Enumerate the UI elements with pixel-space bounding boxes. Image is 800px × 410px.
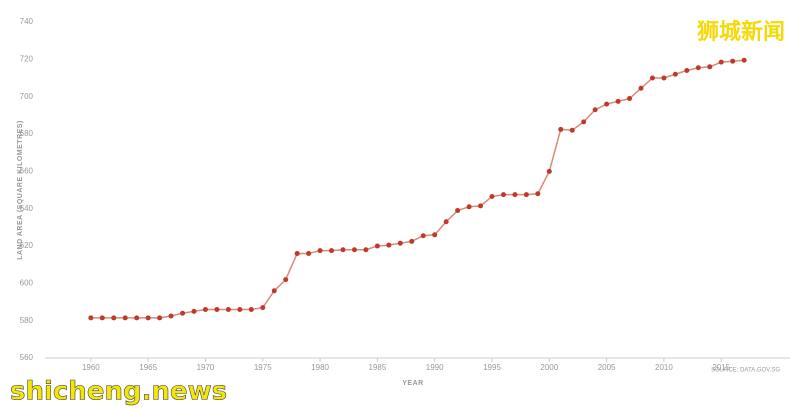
data-point <box>214 306 220 312</box>
y-tick-label: 640 <box>20 204 34 213</box>
data-point <box>122 315 128 321</box>
y-tick-label: 660 <box>20 166 34 175</box>
data-point <box>386 242 392 248</box>
data-point <box>420 233 426 239</box>
data-point <box>443 219 449 225</box>
data-point <box>397 240 403 246</box>
y-axis-title: LAND AREA (SQUARE KILOMETRES) <box>17 120 24 260</box>
data-point <box>294 250 300 256</box>
x-tick-label: 2015 <box>712 363 730 372</box>
data-point <box>638 85 644 91</box>
data-point <box>351 247 357 253</box>
data-point <box>546 168 552 174</box>
y-tick-label: 620 <box>20 241 34 250</box>
data-point <box>237 306 243 312</box>
x-tick-label: 1985 <box>368 363 386 372</box>
data-point <box>202 306 208 312</box>
x-tick-label: 1970 <box>197 363 215 372</box>
data-point <box>592 107 598 113</box>
data-point <box>329 248 335 254</box>
y-tick-label: 720 <box>20 54 34 63</box>
x-tick-label: 1980 <box>311 363 329 372</box>
data-point <box>317 248 323 254</box>
data-point <box>191 308 197 314</box>
data-point <box>569 127 575 133</box>
data-point <box>99 315 105 321</box>
data-point <box>260 305 266 311</box>
y-tick-label: 580 <box>20 316 34 325</box>
y-tick-label: 560 <box>20 353 34 362</box>
data-point <box>695 65 701 71</box>
data-point <box>88 315 94 321</box>
y-tick-label: 600 <box>20 278 34 287</box>
data-point <box>684 68 690 74</box>
x-tick-label: 1960 <box>82 363 100 372</box>
data-point <box>615 98 621 104</box>
data-point <box>283 277 289 283</box>
data-point <box>180 310 186 316</box>
data-point <box>523 192 529 198</box>
y-tick-label: 680 <box>20 129 34 138</box>
data-point <box>340 247 346 253</box>
source: SOURCE: DATA.GOV.SG <box>711 368 780 374</box>
y-tick-label: 700 <box>20 92 34 101</box>
data-point <box>248 306 254 312</box>
data-point <box>512 192 518 198</box>
x-tick-label: 2000 <box>540 363 558 372</box>
data-point <box>489 194 495 200</box>
x-tick-label: 1975 <box>254 363 272 372</box>
data-point <box>363 247 369 253</box>
x-tick-label: 1965 <box>139 363 157 372</box>
x-tick-label: 1990 <box>426 363 444 372</box>
data-point <box>661 75 667 81</box>
data-point <box>478 203 484 209</box>
data-point <box>535 191 541 197</box>
data-point <box>558 126 564 132</box>
x-tick-label: 1995 <box>483 363 501 372</box>
data-point <box>409 238 415 244</box>
data-point <box>741 57 747 63</box>
x-tick-label: 2005 <box>598 363 616 372</box>
x-tick-label: 2010 <box>655 363 673 372</box>
y-tick-label: 740 <box>20 17 34 26</box>
data-point <box>271 288 277 294</box>
data-point <box>500 192 506 198</box>
data-point <box>168 313 174 319</box>
data-point <box>157 315 163 321</box>
data-point <box>649 75 655 81</box>
x-axis-title: YEAR <box>402 380 423 387</box>
data-point <box>306 250 312 256</box>
data-point <box>145 315 151 321</box>
data-point <box>466 204 472 210</box>
data-point <box>604 101 610 107</box>
data-point <box>225 306 231 312</box>
data-point <box>432 232 438 238</box>
data-point <box>707 64 713 70</box>
data-point <box>374 243 380 249</box>
data-point <box>111 315 117 321</box>
watermark: shicheng.news <box>10 377 227 407</box>
data-point <box>730 58 736 64</box>
data-point <box>581 119 587 125</box>
data-point <box>455 208 461 214</box>
data-point <box>718 59 724 65</box>
data-point <box>672 71 678 77</box>
series-line <box>90 59 745 319</box>
data-point <box>134 315 140 321</box>
data-point <box>627 96 633 102</box>
watermark: 狮城新闻 <box>697 19 785 45</box>
